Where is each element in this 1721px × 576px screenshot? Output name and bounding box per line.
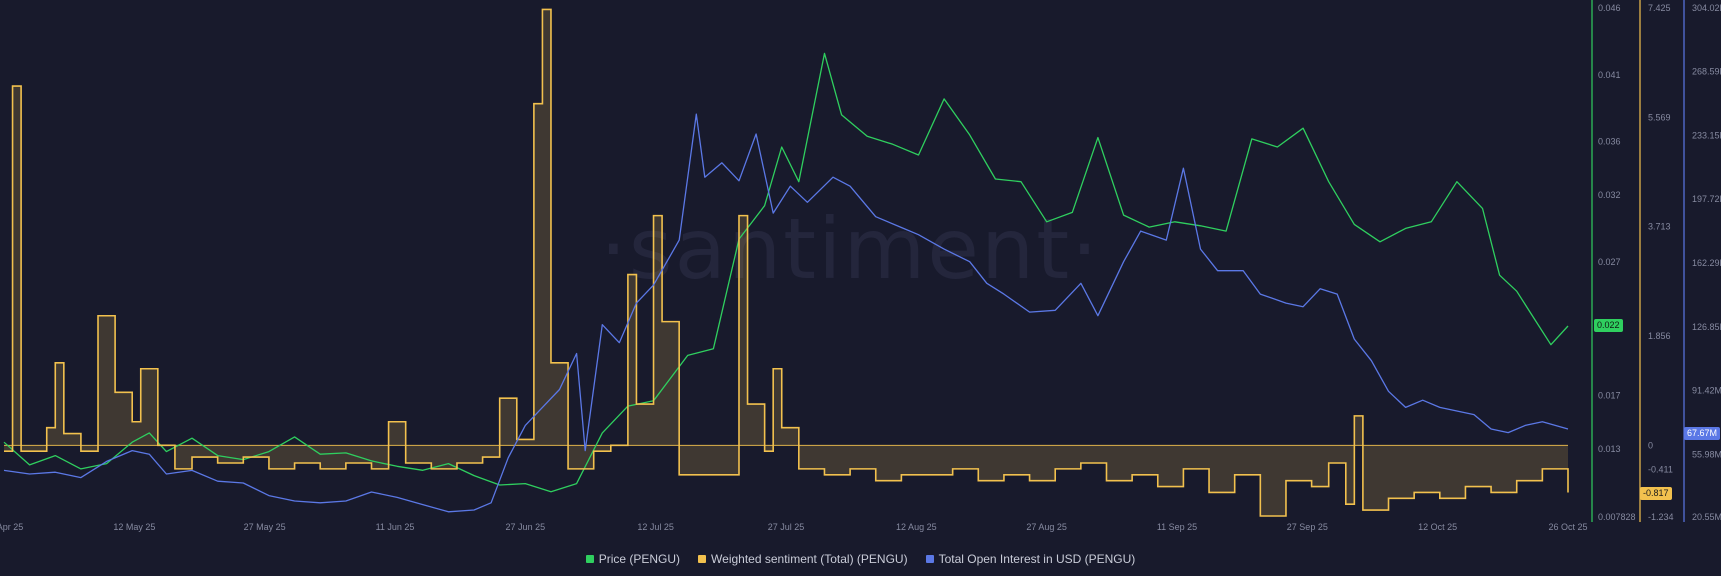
watermark: ·santiment· [600, 200, 1100, 298]
legend-swatch-price [585, 555, 594, 563]
axis-tick-open-interest: 304.02M [1692, 3, 1721, 13]
legend-swatch-sentiment [698, 555, 707, 563]
axis-tick-open-interest: 268.59M [1692, 67, 1721, 77]
axis-tick-price: 0.032 [1598, 190, 1621, 200]
axis-tick-price: 0.007828 [1598, 512, 1636, 522]
x-tick-label: 11 Sep 25 [1157, 522, 1197, 532]
axis-tick-sentiment: -1.234 [1648, 512, 1674, 522]
price-current-badge: 0.022 [1594, 319, 1623, 332]
x-tick-label: 27 Jun 25 [506, 522, 546, 532]
axis-tick-sentiment: 5.569 [1648, 112, 1671, 122]
axis-tick-price: 0.041 [1598, 70, 1621, 80]
series-line-price [3, 52, 1569, 493]
series-line-open-interest [3, 113, 1569, 513]
axis-tick-price: 0.027 [1598, 257, 1621, 267]
x-tick-label: 26 Oct 25 [1548, 522, 1587, 532]
legend-label-price: Price (PENGU) [598, 552, 681, 566]
x-tick-label: 27 Aug 25 [1026, 522, 1067, 532]
axis-tick-price: 0.013 [1598, 444, 1621, 454]
axis-tick-open-interest: 20.55M [1692, 512, 1721, 522]
legend-item-sentiment[interactable]: Weighted sentiment (Total) (PENGU) [698, 552, 908, 566]
axis-tick-open-interest: 233.15M [1692, 131, 1721, 141]
x-tick-label: 27 Sep 25 [1287, 522, 1328, 532]
axis-tick-open-interest: 162.29M [1692, 258, 1721, 268]
series-line-sentiment [4, 8, 1569, 517]
axis-tick-open-interest: 55.98M [1692, 449, 1721, 459]
axis-tick-price: 0.046 [1598, 3, 1621, 13]
axis-tick-price: 0.017 [1598, 390, 1621, 400]
sentiment-area-fill [4, 9, 1568, 516]
x-tick-label: 12 May 25 [113, 522, 155, 532]
axis-tick-sentiment: 0 [1648, 440, 1653, 450]
legend-swatch-open-interest [925, 555, 934, 563]
axis-tick-sentiment: 3.713 [1648, 222, 1671, 232]
axes: 0.046 0.041 0.036 0.032 0.027 0.022 0.017 0.013… [1591, 0, 1721, 522]
x-tick-label: 12 Aug 25 [896, 522, 937, 532]
sentiment-area [4, 9, 1568, 516]
x-tick-label: 12 Jul 25 [637, 522, 674, 532]
x-tick-label: 11 Jun 25 [376, 522, 415, 532]
chart-legend: Price (PENGU) Weighted sentiment (Total)… [0, 552, 1721, 566]
x-tick-label: 12 Oct 25 [1418, 522, 1457, 532]
axis-tick-sentiment: -0.411 [1648, 465, 1673, 475]
axis-tick-sentiment: 1.856 [1648, 331, 1671, 341]
sentiment-current-badge: -0.817 [1640, 487, 1672, 500]
axis-tick-sentiment: 7.425 [1648, 3, 1671, 13]
axis-tick-open-interest: 197.72M [1692, 194, 1721, 204]
x-tick-label: 27 May 25 [244, 522, 286, 532]
axis-tick-open-interest: 91.42M [1692, 385, 1721, 395]
open-interest-current-badge: 67.67M [1684, 427, 1721, 440]
axis-tick-price: 0.036 [1598, 137, 1621, 147]
series-lines [3, 8, 1569, 517]
axis-tick-open-interest: 126.85M [1692, 322, 1721, 332]
legend-item-open-interest[interactable]: Total Open Interest in USD (PENGU) [925, 552, 1136, 566]
x-tick-label: 27 Jul 25 [768, 522, 805, 532]
x-axis: 26 Apr 25 12 May 25 27 May 25 11 Jun 25 27 J… [0, 522, 1588, 532]
legend-item-price[interactable]: Price (PENGU) [585, 552, 681, 566]
x-tick-label: 26 Apr 25 [0, 522, 23, 532]
legend-label-open-interest: Total Open Interest in USD (PENGU) [938, 552, 1136, 566]
legend-label-sentiment: Weighted sentiment (Total) (PENGU) [711, 552, 908, 566]
